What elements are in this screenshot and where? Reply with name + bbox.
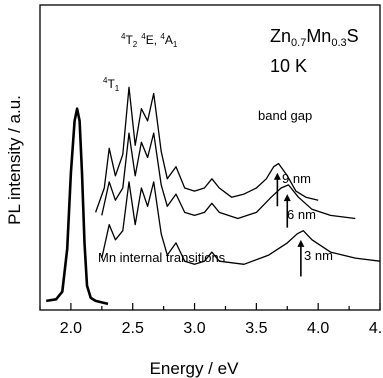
peak-t2-sub: 2 (133, 40, 138, 49)
peak-label-t1: 4T1 (103, 76, 120, 93)
arrow-head (273, 172, 281, 180)
peak-t1-sup: 4 (103, 76, 108, 85)
x-tick-label: 3.5 (245, 320, 267, 337)
material-mn: Mn (306, 26, 331, 46)
size-label-9nm: 9 nm (282, 171, 311, 186)
x-tick-label: 2.0 (60, 320, 82, 337)
series-line-9-nm (94, 86, 319, 213)
peak-a1-sup: 4 (160, 32, 165, 41)
peak-t2-sup: 4 (121, 32, 126, 41)
series-line-bulk (45, 107, 109, 306)
material-sub1: 0.7 (291, 37, 306, 49)
peak-t1-sub: 1 (115, 84, 120, 93)
peak-e-base: E, (146, 33, 161, 47)
size-label-3nm: 3 nm (304, 248, 333, 263)
peak-t1-base: T (107, 77, 115, 91)
series-line-6-nm (101, 132, 356, 220)
material-sub2: 0.3 (331, 37, 346, 49)
x-ticks: 2.0 2.5 3.0 3.5 4.0 4.5 (39, 303, 383, 337)
series-line-3-nm (101, 181, 381, 265)
peak-a1-base: A (165, 33, 173, 47)
peak-e-sup: 4 (141, 32, 146, 41)
temperature-label: 10 K (270, 56, 307, 76)
x-tick-label: 3.0 (183, 320, 205, 337)
band-gap-label: band gap (258, 108, 312, 123)
x-tick-label: 2.5 (122, 320, 144, 337)
arrow-group (273, 172, 305, 277)
y-axis-label: PL intensity / a.u. (5, 95, 24, 225)
peak-label-t2-e-a1: 4T24E, 4A1 (121, 32, 178, 49)
arrow-head (283, 194, 291, 202)
x-axis-label: Energy / eV (150, 359, 239, 378)
series-group (45, 86, 381, 306)
arrow-3-nm (297, 239, 305, 277)
peak-a1-sub: 1 (173, 40, 178, 49)
arrow-6-nm (283, 194, 291, 228)
mn-transitions-label: Mn internal transitions (98, 250, 226, 265)
material-s: S (347, 26, 359, 46)
plot-frame (39, 4, 381, 311)
x-tick-label: 4.5 (369, 320, 383, 337)
arrow-9-nm (273, 172, 281, 207)
arrow-head (297, 239, 305, 247)
peak-t2-base: T (125, 33, 133, 47)
size-label-6nm: 6 nm (287, 207, 316, 222)
x-tick-label: 4.0 (307, 320, 329, 337)
material-zn: Zn (270, 26, 291, 46)
material-label: Zn0.7Mn0.3S (270, 26, 359, 49)
